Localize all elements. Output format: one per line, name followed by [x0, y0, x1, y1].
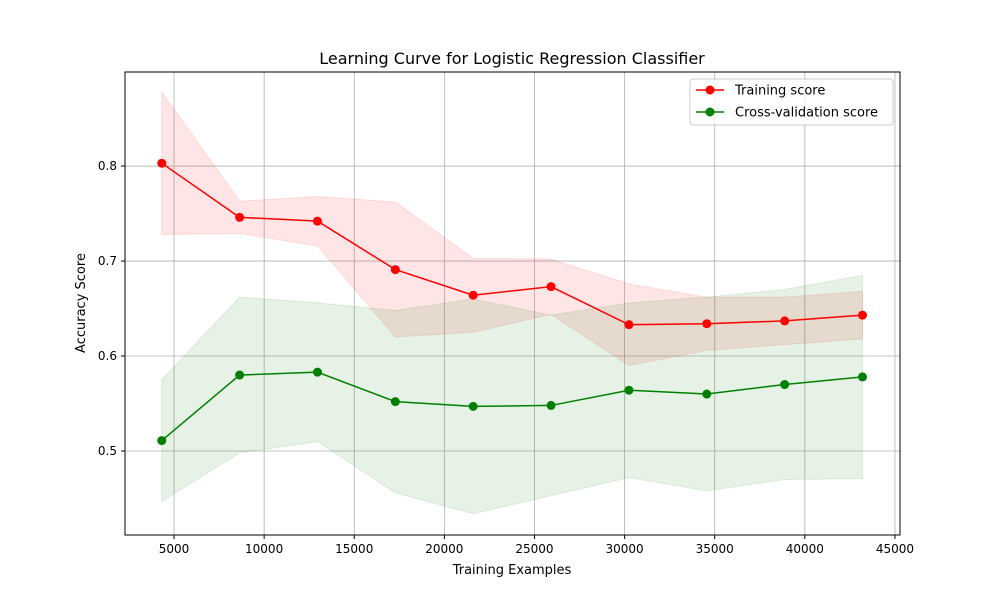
- data-point: [780, 380, 790, 390]
- x-tick-label: 5000: [159, 542, 190, 556]
- axis-ticks: 5000 10000 15000 20000 25000 30000 35000 40000 4…: [98, 159, 914, 556]
- data-point: [858, 310, 868, 320]
- x-tick-label: 30000: [606, 542, 644, 556]
- grid: [125, 72, 900, 535]
- data-point: [157, 158, 167, 168]
- data-point: [312, 367, 322, 377]
- x-tick-label: 40000: [786, 542, 824, 556]
- data-point: [858, 372, 868, 382]
- data-point: [546, 282, 556, 292]
- data-point: [546, 400, 556, 410]
- data-point: [468, 290, 478, 300]
- x-axis-label: Training Examples: [452, 563, 572, 578]
- data-point: [624, 385, 634, 395]
- x-tick-label: 25000: [515, 542, 553, 556]
- series-lines: [157, 158, 868, 446]
- data-point: [235, 370, 245, 380]
- y-axis-label: Accuracy Score: [74, 253, 89, 353]
- x-tick-label: 10000: [245, 542, 283, 556]
- legend-label: Training score: [734, 84, 825, 99]
- legend: Training score Cross-validation score: [689, 78, 894, 126]
- data-point: [157, 436, 167, 446]
- y-tick-label: 0.8: [98, 159, 117, 173]
- series-line: [161, 162, 863, 326]
- y-tick-label: 0.6: [98, 349, 117, 363]
- data-point: [702, 319, 712, 329]
- y-tick-label: 0.5: [98, 444, 117, 458]
- x-tick-label: 15000: [335, 542, 373, 556]
- data-point: [390, 397, 400, 407]
- data-point: [702, 389, 712, 399]
- legend-label: Cross-validation score: [735, 106, 878, 121]
- data-point: [312, 216, 322, 226]
- x-tick-label: 45000: [876, 542, 914, 556]
- legend-box: [689, 78, 894, 126]
- data-point: [468, 401, 478, 411]
- legend-marker: [705, 85, 715, 95]
- y-tick-label: 0.7: [98, 254, 117, 268]
- chart-title: Learning Curve for Logistic Regression C…: [319, 49, 705, 68]
- x-tick-label: 35000: [696, 542, 734, 556]
- std-band: [161, 90, 864, 367]
- legend-marker: [705, 107, 715, 117]
- plot-frame: [124, 71, 901, 536]
- data-point: [235, 212, 245, 222]
- x-tick-label: 20000: [425, 542, 463, 556]
- series-line: [161, 371, 863, 442]
- std-band: [161, 274, 864, 515]
- std-bands: [161, 90, 864, 515]
- data-point: [390, 265, 400, 275]
- data-point: [624, 320, 634, 330]
- data-point: [780, 316, 790, 326]
